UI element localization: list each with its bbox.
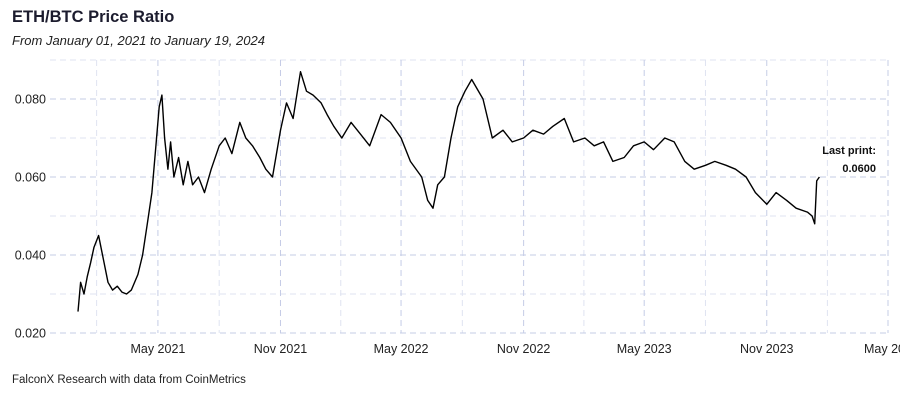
x-tick-label: May 2022 — [374, 342, 429, 356]
x-tick-label: May 202 — [864, 342, 900, 356]
x-tick-label: Nov 2021 — [254, 342, 308, 356]
y-tick-label: 0.080 — [15, 93, 46, 107]
chart-title: ETH/BTC Price Ratio — [12, 8, 175, 26]
y-tick-label: 0.040 — [15, 249, 46, 263]
chart-subtitle: From January 01, 2021 to January 19, 202… — [12, 33, 265, 48]
x-tick-label: Nov 2022 — [497, 342, 551, 356]
x-tick-label: Nov 2023 — [740, 342, 794, 356]
grid-layer — [50, 59, 889, 334]
last-print-value: 0.0600 — [842, 163, 876, 175]
chart-source-note: FalconX Research with data from CoinMetr… — [12, 374, 246, 386]
y-axis-ticks: 0.020 0.040 0.060 0.080 — [15, 93, 46, 341]
x-axis-ticks: May 2021 Nov 2021 May 2022 Nov 2022 May 2023… — [130, 342, 900, 356]
x-tick-label: May 2023 — [617, 342, 672, 356]
y-tick-label: 0.060 — [15, 171, 46, 185]
x-tick-label: May 2021 — [130, 342, 185, 356]
series-line-eth-btc — [77, 71, 820, 312]
last-print-label: Last print: — [822, 145, 876, 157]
y-tick-label: 0.020 — [15, 327, 46, 341]
